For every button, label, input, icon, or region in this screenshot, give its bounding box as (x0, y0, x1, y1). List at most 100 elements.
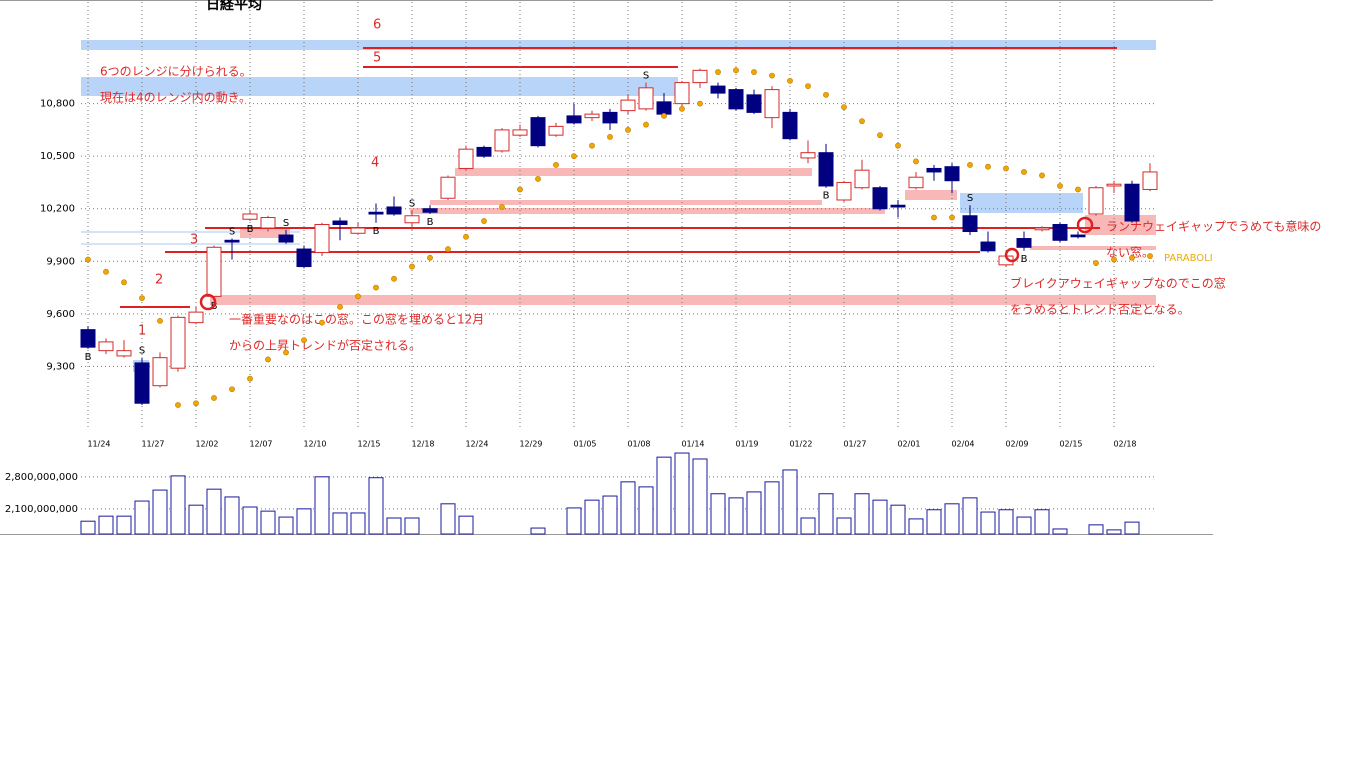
candle-body (548, 125, 564, 136)
signal-label: S (409, 199, 415, 210)
candle-body (656, 101, 672, 115)
x-tick-label: 02/18 (1113, 440, 1136, 449)
volume-bar (242, 506, 258, 535)
candle-body (116, 350, 132, 357)
sar-dot (229, 386, 235, 393)
annotation: ランナウェイギャップでうめても意味の (1106, 219, 1321, 234)
sar-dot (157, 317, 163, 324)
sar-dot (1093, 260, 1099, 266)
sar-dot (121, 279, 127, 286)
candle-body (314, 224, 330, 254)
sar-dot (607, 134, 613, 140)
sar-dot (1003, 165, 1009, 172)
x-tick-label: 12/10 (303, 440, 326, 449)
sar-dot (553, 162, 559, 168)
sar-dot (409, 263, 415, 270)
candle-body (1052, 224, 1068, 241)
volume-bar (116, 515, 132, 535)
volume-bar (1052, 528, 1068, 535)
signal-label: B (373, 226, 380, 237)
sar-dot (301, 337, 307, 344)
candle-body (440, 176, 456, 199)
sar-dot (319, 319, 325, 326)
sar-dot (859, 118, 865, 125)
volume-bar (746, 491, 762, 535)
gap-band (240, 229, 290, 238)
x-tick-label: 12/07 (249, 440, 272, 449)
volume-bar (1016, 516, 1032, 535)
volume-bar (1124, 521, 1140, 535)
candle-body (1088, 187, 1104, 215)
volume-bar (656, 456, 672, 535)
annotation: ブレイクアウェイギャップなのでこの窓 (1010, 276, 1226, 291)
sar-dot (733, 67, 739, 74)
candle-body (242, 213, 258, 220)
x-tick-label: 01/19 (735, 440, 758, 449)
signal-label: B (1021, 254, 1028, 265)
sar-dot (571, 153, 577, 160)
sar-dot (985, 163, 991, 170)
volume-bar (350, 512, 366, 535)
signal-label: B (823, 191, 830, 202)
candle-body (134, 362, 150, 404)
volume-bar (1106, 529, 1122, 535)
gap-band (1030, 246, 1156, 250)
sar-dot (247, 375, 253, 382)
range-label: 3 (190, 233, 198, 248)
sar-dot (697, 100, 703, 107)
sar-dot (967, 162, 973, 168)
candle-body (422, 208, 438, 213)
candle-body (602, 111, 618, 124)
candle-body (566, 115, 582, 124)
signal-label: B (247, 224, 254, 235)
candle-body (278, 234, 294, 243)
volume-bar (710, 493, 726, 535)
sar-dot (823, 91, 829, 98)
range-label: 1 (138, 324, 146, 339)
range-band (960, 193, 1083, 213)
volume-bar (620, 481, 636, 535)
volume-bar (134, 500, 150, 535)
x-tick-label: 02/15 (1059, 440, 1082, 449)
candle-body (782, 111, 798, 140)
sar-dot (535, 176, 541, 182)
candle-body (926, 167, 942, 173)
signal-label: S (229, 227, 235, 238)
sar-dot (355, 293, 361, 300)
x-tick-label: 02/09 (1005, 440, 1028, 449)
volume-bar (80, 520, 96, 535)
candle-body (1142, 171, 1158, 190)
candle-body (296, 248, 312, 268)
gap-band (410, 208, 885, 214)
volume-bar (692, 458, 708, 535)
volume-bar (782, 469, 798, 535)
volume-bar (188, 504, 204, 535)
volume-bar (998, 509, 1014, 535)
sar-dot (1021, 169, 1027, 175)
range-label: 2 (155, 273, 163, 288)
x-tick-label: 01/08 (627, 440, 650, 449)
sar-dot (1147, 253, 1153, 259)
sar-dot (85, 256, 91, 263)
x-tick-label: 11/24 (87, 440, 110, 449)
volume-bar (224, 496, 240, 535)
candle-body (1070, 234, 1086, 238)
sar-dot (715, 69, 721, 75)
range-label: 6 (373, 18, 381, 33)
candle-body (584, 113, 600, 119)
signal-label: S (643, 71, 649, 82)
volume-bar (890, 504, 906, 535)
candle-body (404, 215, 420, 224)
sar-dot (445, 246, 451, 252)
sar-dot (211, 395, 217, 401)
x-tick-label: 12/02 (195, 440, 218, 449)
x-tick-label: 01/22 (789, 440, 812, 449)
volume-bar (566, 507, 582, 535)
range-label: 4 (371, 156, 379, 171)
x-tick-label: 02/04 (951, 440, 974, 449)
candle-body (350, 227, 366, 234)
volume-bar (206, 488, 222, 535)
range-band (81, 40, 1156, 50)
sar-dot (427, 254, 433, 261)
